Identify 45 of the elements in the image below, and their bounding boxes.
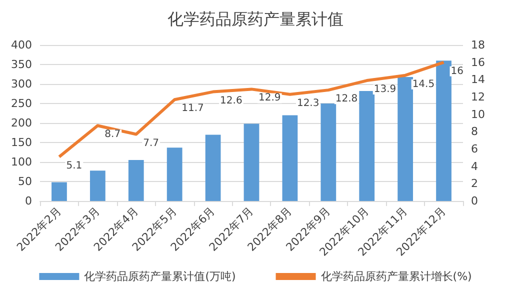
chart-title: 化学药品原药产量累计值 — [168, 10, 344, 28]
bar — [166, 148, 182, 201]
data-label: 16 — [450, 66, 464, 77]
line-series — [58, 60, 446, 158]
data-label: 12.6 — [220, 95, 242, 106]
y2-tick-label: 8 — [471, 125, 478, 138]
data-label: 14.5 — [412, 78, 435, 90]
y2-tick-label: 0 — [471, 194, 478, 208]
y-tick-label: 150 — [11, 136, 32, 149]
bar — [205, 134, 221, 201]
data-label: 12.3 — [296, 98, 320, 109]
bar — [436, 60, 452, 201]
y2-tick-label: 18 — [471, 38, 485, 52]
bar — [282, 115, 298, 201]
y2-tick-label: 4 — [471, 160, 478, 173]
y-tick-label: 100 — [11, 156, 32, 168]
data-label: 5.1 — [66, 160, 82, 172]
data-label: 12.8 — [335, 94, 358, 105]
bar — [90, 170, 106, 201]
legend-label: 化学药品原药产量累计值(万吨) — [84, 270, 236, 283]
y2-tick-label: 16 — [471, 56, 485, 69]
bar — [320, 104, 336, 201]
data-label: 12.9 — [258, 92, 281, 104]
bar — [128, 160, 144, 201]
y2-tick-label: 6 — [471, 142, 478, 156]
y-tick-label: 50 — [18, 175, 32, 188]
y-tick-label: 200 — [11, 116, 32, 130]
data-label: 7.7 — [143, 138, 160, 149]
bar — [52, 182, 67, 201]
bar — [398, 76, 414, 201]
legend-label: 化学药品原药产量累计增长(%) — [320, 270, 472, 283]
y-tick-label: 300 — [11, 78, 32, 90]
data-label: 8.7 — [104, 129, 121, 140]
data-label: 13.9 — [374, 84, 396, 96]
y-tick-label: 350 — [11, 58, 32, 71]
data-label: 11.7 — [182, 103, 204, 114]
y-tick-label: 400 — [11, 38, 32, 52]
bar — [244, 124, 260, 201]
y-tick-label: 0 — [25, 194, 32, 208]
y2-tick-label: 12 — [471, 90, 485, 104]
bar — [359, 91, 375, 201]
y2-tick-label: 10 — [471, 108, 485, 121]
y2-tick-label: 14 — [471, 73, 485, 86]
y-tick-label: 250 — [11, 97, 32, 110]
y2-tick-label: 2 — [471, 177, 478, 190]
